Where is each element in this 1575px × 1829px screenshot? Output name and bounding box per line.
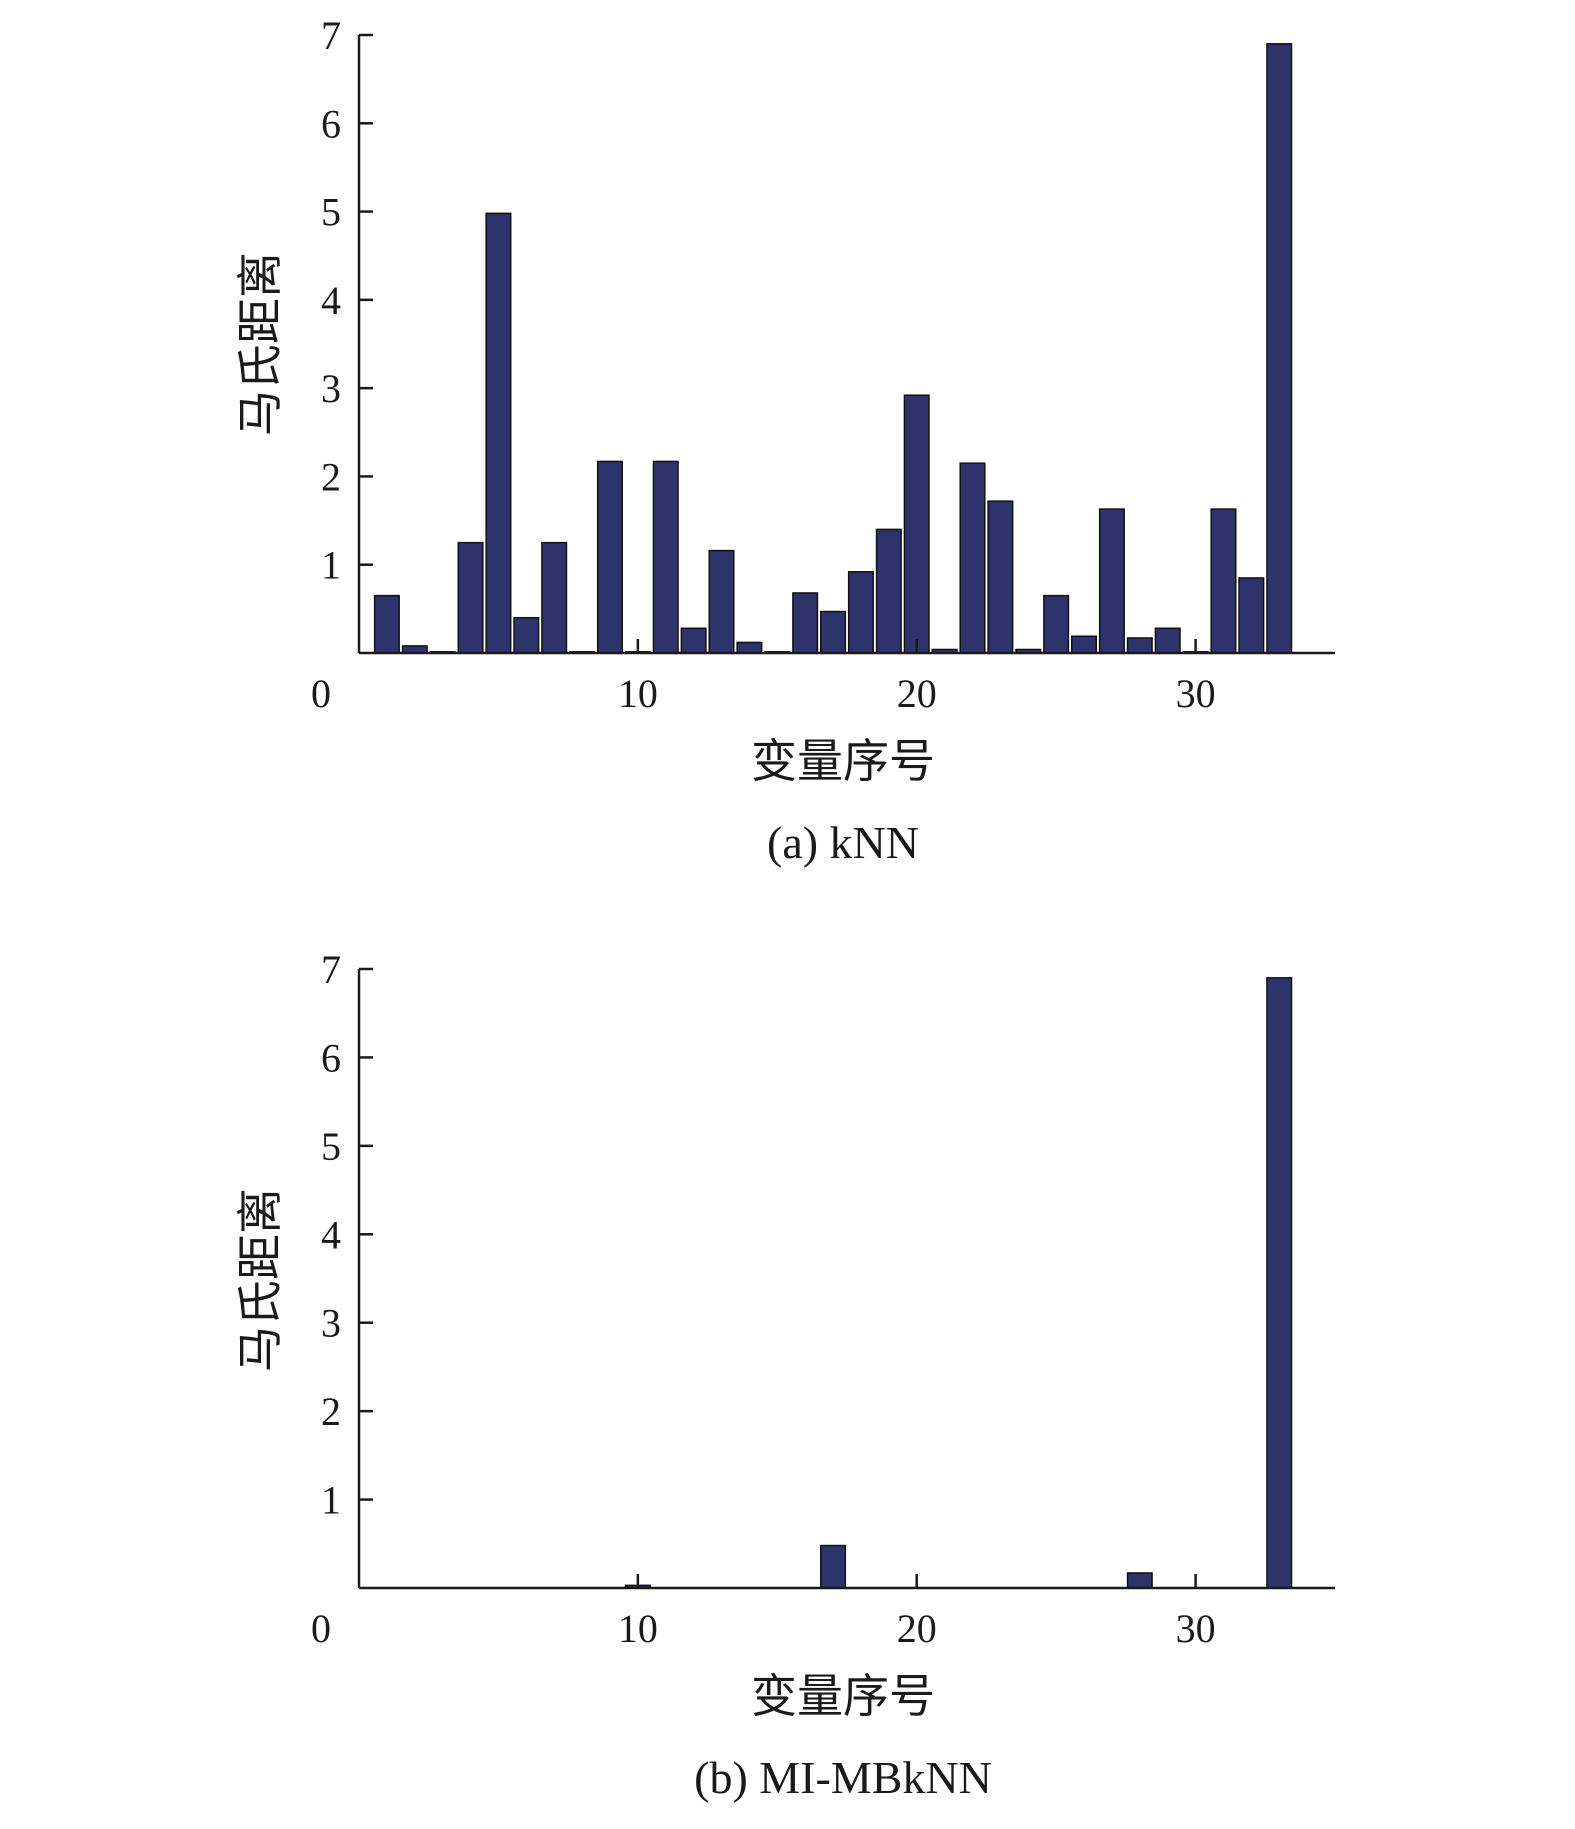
bar-a-31 — [1210, 508, 1237, 654]
bar-a-11 — [652, 460, 679, 654]
bar-a-25 — [1043, 594, 1070, 654]
x-axis-label-b: 变量序号 — [751, 1671, 935, 1722]
bar-a-27 — [1098, 508, 1125, 654]
bar-a-16 — [792, 592, 819, 654]
x-tick-label-a-0: 0 — [311, 671, 331, 716]
bar-a-7 — [541, 541, 568, 654]
x-tick-label-b-30: 30 — [1176, 1606, 1216, 1651]
bar-a-4 — [457, 541, 484, 654]
x-tick-label-b-10: 10 — [618, 1606, 658, 1651]
bar-a-26 — [1071, 635, 1098, 654]
x-ticks-a: 0 10 20 30 — [311, 639, 1216, 716]
x-ticks-b: 0 10 20 30 — [311, 1574, 1216, 1651]
y-tick-label-a-5: 5 — [321, 190, 341, 235]
bars-b — [624, 977, 1293, 1589]
bar-a-32 — [1238, 577, 1265, 654]
bar-a-23 — [987, 500, 1014, 654]
bar-b-33 — [1266, 977, 1293, 1589]
bar-a-5 — [485, 212, 512, 654]
y-tick-label-b-2: 2 — [321, 1389, 341, 1434]
y-ticks-a: 1 2 3 4 5 6 7 — [321, 13, 373, 588]
caption-a: (a) kNN — [767, 817, 919, 868]
x-tick-label-a-30: 30 — [1176, 671, 1216, 716]
bar-a-29 — [1154, 627, 1181, 654]
y-tick-label-a-6: 6 — [321, 101, 341, 146]
bar-b-28 — [1126, 1572, 1153, 1589]
bar-a-17 — [820, 610, 847, 654]
panel-a: 1 2 3 4 5 6 7 0 10 20 30 马氏距离 变量序号 (a) kNN — [235, 13, 1335, 868]
y-tick-label-b-3: 3 — [321, 1301, 341, 1346]
y-tick-label-a-7: 7 — [321, 13, 341, 58]
bar-a-33 — [1266, 43, 1293, 654]
x-tick-label-b-0: 0 — [311, 1606, 331, 1651]
bar-a-12 — [680, 627, 707, 654]
y-tick-label-a-3: 3 — [321, 366, 341, 411]
x-tick-label-a-20: 20 — [897, 671, 937, 716]
y-tick-label-a-1: 1 — [321, 543, 341, 588]
x-tick-label-a-10: 10 — [618, 671, 658, 716]
bar-a-13 — [708, 549, 735, 654]
bar-a-20 — [903, 394, 930, 654]
bar-a-1 — [373, 594, 400, 654]
y-axis-label-a: 马氏距离 — [235, 252, 286, 436]
bar-a-18 — [847, 571, 874, 654]
bar-a-14 — [736, 641, 763, 654]
bar-a-19 — [875, 528, 902, 654]
bar-a-6 — [513, 616, 540, 654]
y-tick-label-b-1: 1 — [321, 1478, 341, 1523]
bar-a-28 — [1126, 637, 1153, 654]
bar-a-22 — [959, 462, 986, 654]
caption-b: (b) MI-MBkNN — [694, 1752, 992, 1803]
y-tick-label-a-2: 2 — [321, 454, 341, 499]
bars-a — [373, 43, 1293, 654]
y-tick-label-a-4: 4 — [321, 278, 341, 323]
y-tick-label-b-6: 6 — [321, 1035, 341, 1080]
y-axis-label-b: 马氏距离 — [235, 1188, 286, 1372]
y-ticks-b: 1 2 3 4 5 6 7 — [321, 947, 373, 1523]
y-tick-label-b-4: 4 — [321, 1212, 341, 1257]
y-tick-label-b-5: 5 — [321, 1124, 341, 1169]
y-tick-label-b-7: 7 — [321, 947, 341, 992]
x-axis-label-a: 变量序号 — [751, 736, 935, 787]
bar-b-17 — [820, 1544, 847, 1589]
bar-a-9 — [596, 460, 623, 654]
x-tick-label-b-20: 20 — [897, 1606, 937, 1651]
panel-b: 1 2 3 4 5 6 7 0 10 20 30 马氏距离 变量序号 (b) MI-MBkNN — [235, 947, 1335, 1803]
